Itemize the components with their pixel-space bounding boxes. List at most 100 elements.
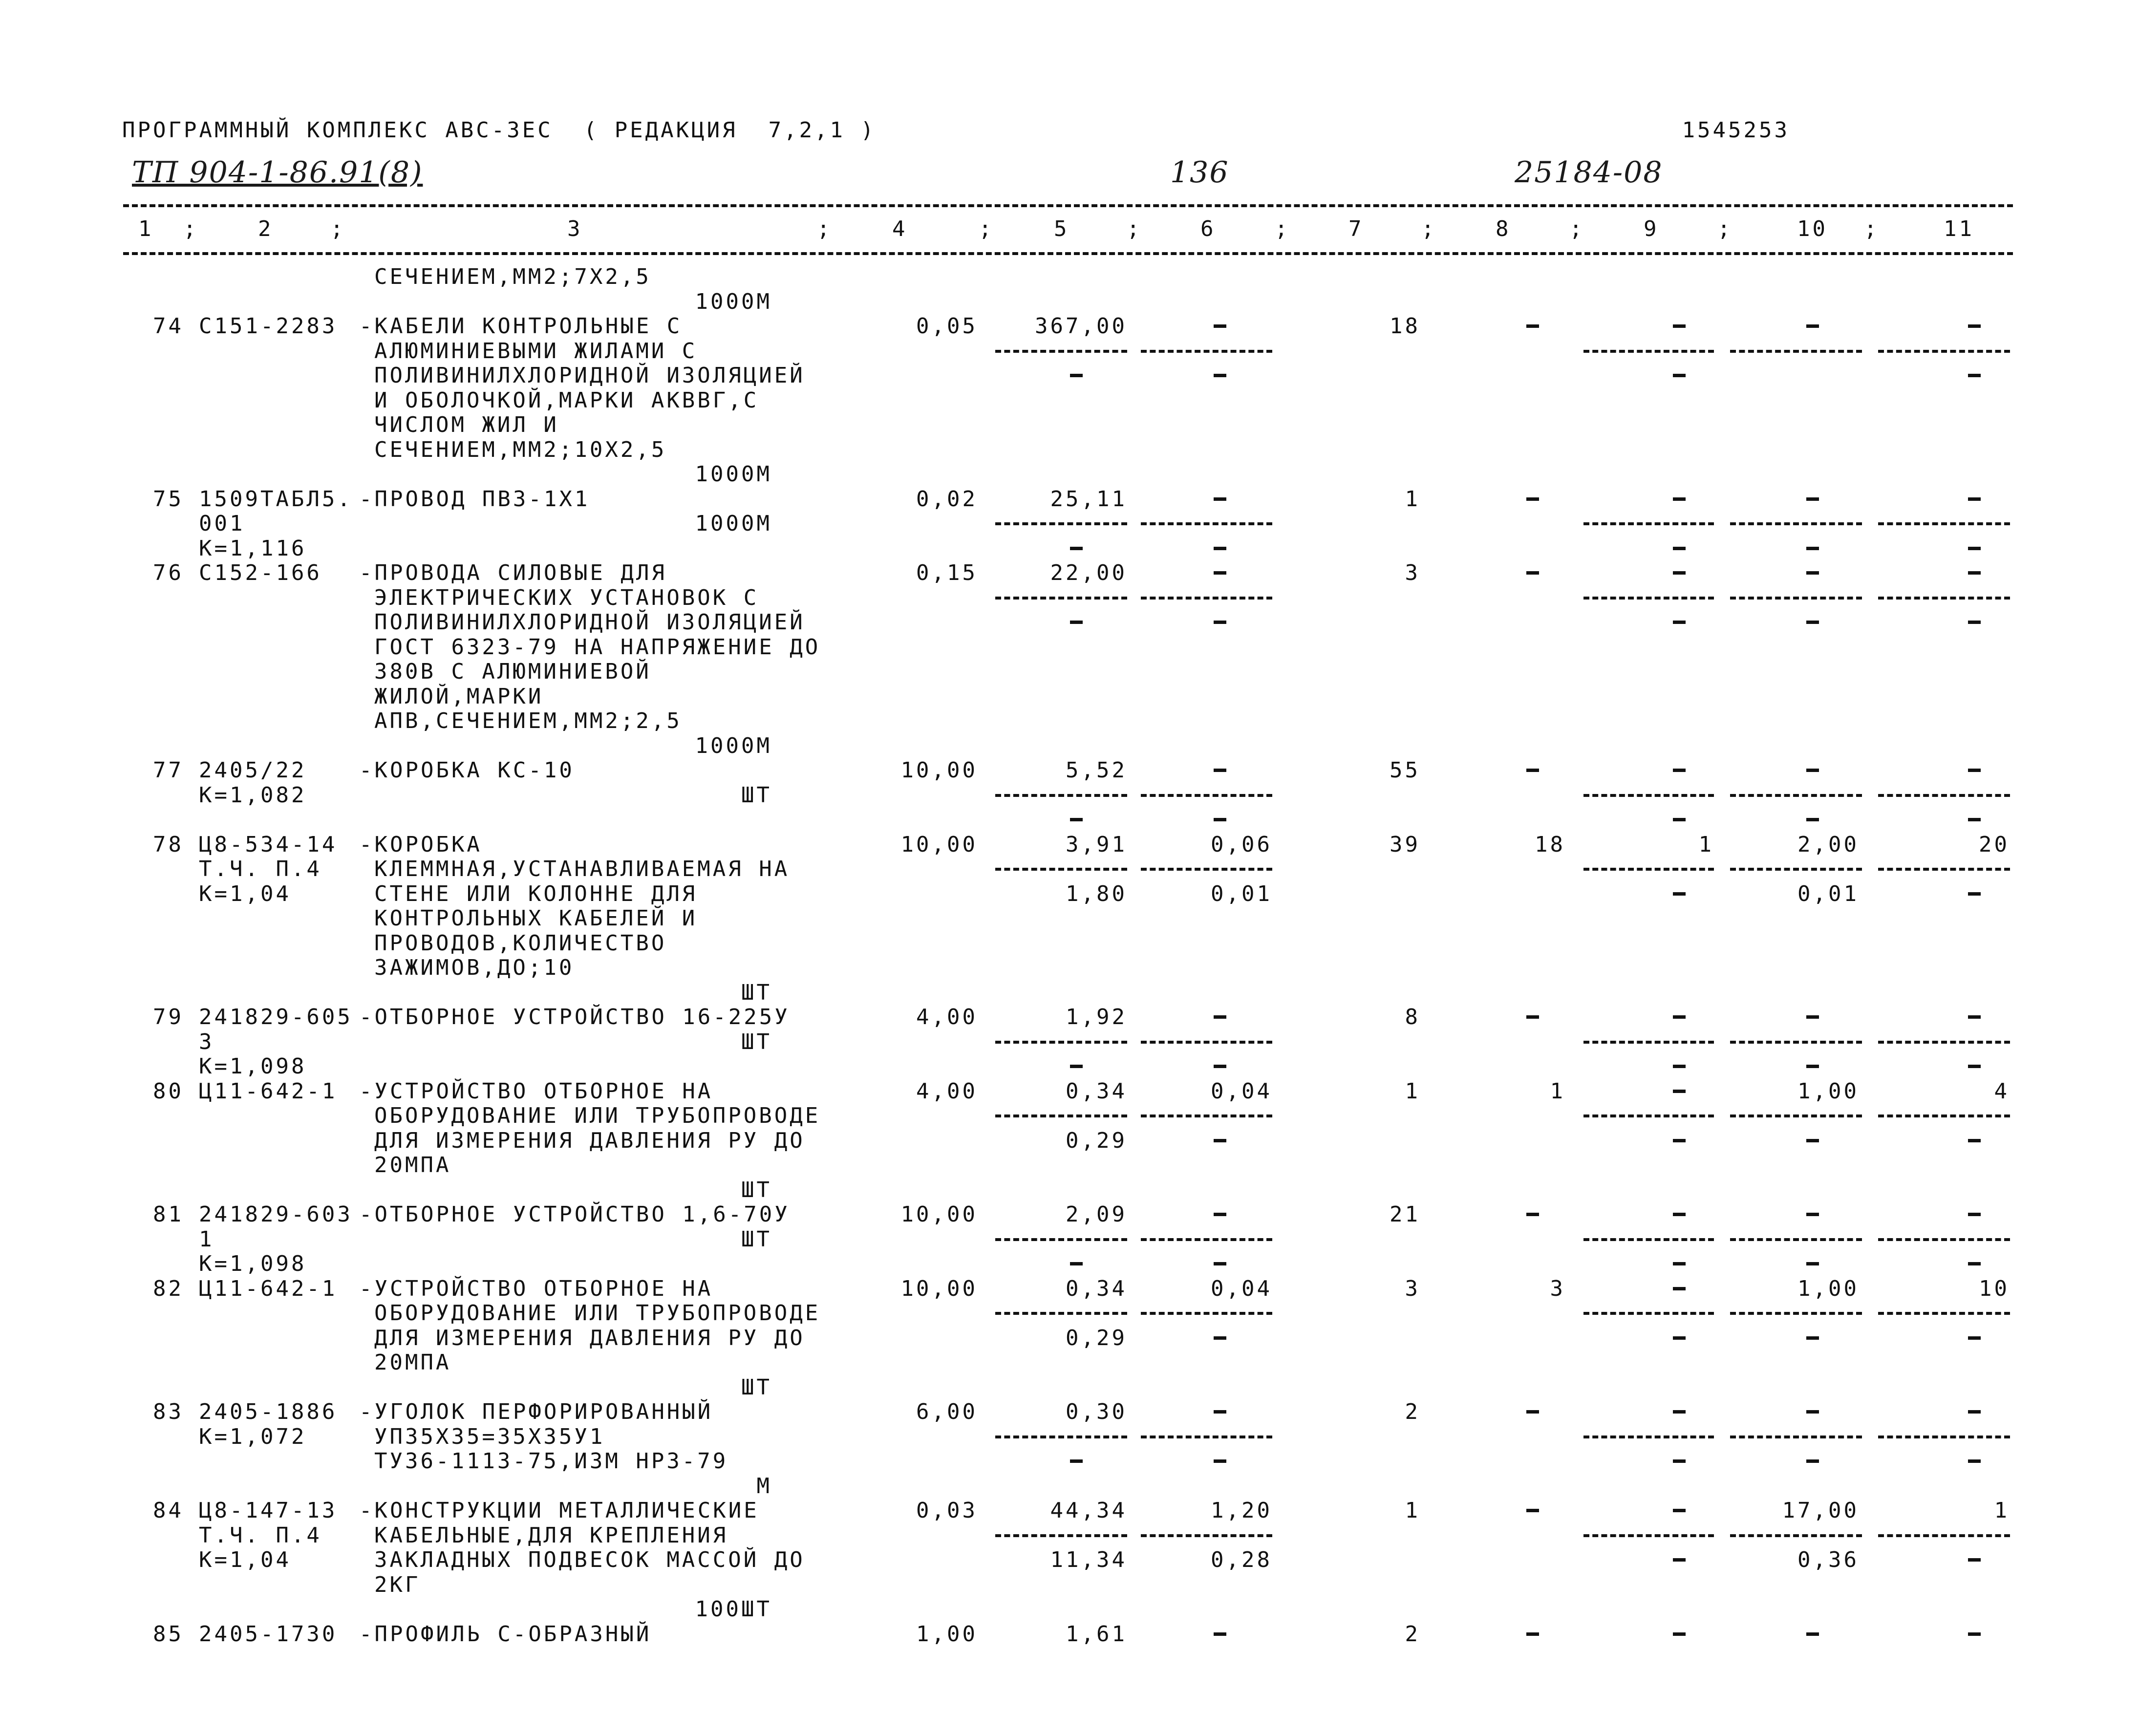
value-c4: 4,00 xyxy=(916,1005,978,1029)
dash-mark xyxy=(1968,1459,1981,1463)
value-c7: 21 xyxy=(1390,1202,1420,1227)
subtotal-separator xyxy=(995,1238,1127,1241)
value-c5: 25,11 xyxy=(1050,486,1127,512)
item-unit: ШТ xyxy=(741,1177,772,1202)
item-code: К=1,116 xyxy=(199,536,307,561)
subtotal-separator xyxy=(1583,1040,1714,1044)
subtotal-separator xyxy=(1878,596,2010,600)
value-c4: 6,00 xyxy=(916,1399,978,1424)
dash-mark xyxy=(1673,1065,1686,1068)
subtotal-separator xyxy=(1141,522,1272,525)
row-number: 81 xyxy=(153,1202,184,1227)
dash-mark xyxy=(1968,374,1981,377)
dash-mark xyxy=(1968,818,1981,821)
value-c11: 10 xyxy=(1979,1276,2010,1301)
item-code: 1509ТАБЛ5. xyxy=(199,486,353,512)
dash-mark xyxy=(1806,1632,1819,1636)
item-code: С151-2283 xyxy=(199,314,338,339)
dash-mark xyxy=(1806,497,1819,501)
subtotal-separator xyxy=(1141,1040,1272,1044)
item-description: ЭЛЕКТРИЧЕСКИХ УСТАНОВОК С xyxy=(374,585,759,610)
item-description: ГОСТ 6323-79 НА НАПРЯЖЕНИЕ ДО xyxy=(374,634,821,660)
value-c4: 0,15 xyxy=(916,560,978,585)
item-description: ЧИСЛОМ ЖИЛ И xyxy=(374,412,559,437)
subtotal-separator xyxy=(1730,793,1862,797)
value-c5: 0,30 xyxy=(1066,1399,1127,1424)
dash-mark xyxy=(1968,571,1981,575)
value-c5: 0,29 xyxy=(1066,1325,1127,1350)
dash-mark xyxy=(1673,1632,1686,1636)
subtotal-separator xyxy=(1730,522,1862,525)
dash-mark xyxy=(1673,818,1686,821)
item-description: ОБОРУДОВАНИЕ ИЛИ ТРУБОПРОВОДЕ xyxy=(374,1103,821,1128)
dash-mark xyxy=(1673,571,1686,575)
dash-mark xyxy=(1214,818,1226,821)
dash-mark xyxy=(1673,324,1686,328)
subtotal-separator xyxy=(1730,868,1862,871)
dash-mark xyxy=(1214,497,1226,501)
dash-mark xyxy=(1526,1213,1539,1216)
subtotal-separator xyxy=(1141,1238,1272,1241)
column-number-6: 6 xyxy=(1200,216,1216,241)
row-number: 77 xyxy=(153,758,184,783)
subtotal-separator xyxy=(1878,1238,2010,1241)
row-number: 85 xyxy=(153,1621,184,1647)
value-c6: 0,28 xyxy=(1211,1547,1272,1572)
subtotal-separator xyxy=(995,1114,1127,1117)
subtotal-separator xyxy=(1878,522,2010,525)
item-code: 3 xyxy=(199,1029,214,1054)
dash-mark xyxy=(1968,324,1981,328)
dash-mark xyxy=(1070,1065,1083,1068)
subtotal-separator xyxy=(995,1435,1127,1438)
dash-mark xyxy=(1214,324,1226,328)
subtotal-separator xyxy=(1583,1435,1714,1438)
subtotal-separator xyxy=(1730,1040,1862,1044)
value-c4: 10,00 xyxy=(900,758,978,783)
subtotal-separator xyxy=(1583,1534,1714,1537)
item-code: Ц11-642-1 xyxy=(199,1276,338,1301)
column-number-8: 8 xyxy=(1496,216,1511,241)
dash-mark xyxy=(1070,621,1083,624)
value-c11: 20 xyxy=(1979,832,2010,857)
subtotal-separator xyxy=(1583,522,1714,525)
column-number-7: 7 xyxy=(1348,216,1364,241)
dash-mark xyxy=(1070,1459,1083,1463)
value-c4: 1,00 xyxy=(916,1621,978,1647)
item-description: ЗАКЛАДНЫХ ПОДВЕСОК МАССОЙ ДО xyxy=(374,1547,805,1572)
value-c5: 3,91 xyxy=(1066,832,1127,857)
subtotal-separator xyxy=(1583,1312,1714,1315)
value-c6: 0,06 xyxy=(1211,832,1272,857)
dash-mark xyxy=(1968,497,1981,501)
value-c5: 11,34 xyxy=(1050,1547,1127,1572)
value-c7: 1 xyxy=(1405,1498,1420,1523)
dash-mark xyxy=(1673,1410,1686,1414)
column-separator: ; xyxy=(979,216,994,241)
item-description: ОБОРУДОВАНИЕ ИЛИ ТРУБОПРОВОДЕ xyxy=(374,1301,821,1326)
subtotal-separator xyxy=(1730,1435,1862,1438)
item-code: Т.Ч. П.4 xyxy=(199,857,322,881)
dash-mark xyxy=(1673,1213,1686,1216)
dash-mark xyxy=(1968,1213,1981,1216)
dash-mark xyxy=(1070,374,1083,377)
item-description: СЕЧЕНИЕМ,ММ2;10Х2,5 xyxy=(374,437,667,462)
item-description: КЛЕММНАЯ,УСТАНАВЛИВАЕМАЯ НА xyxy=(374,857,790,881)
item-unit: 1000М xyxy=(695,511,772,536)
subtotal-separator xyxy=(1878,349,2010,353)
dash-mark xyxy=(1214,1459,1226,1463)
value-c6: 0,04 xyxy=(1211,1078,1272,1104)
item-unit: ШТ xyxy=(741,1374,772,1400)
item-description: ЗАЖИМОВ,ДО;10 xyxy=(374,955,575,980)
column-separator: ; xyxy=(183,216,199,241)
item-code: К=1,072 xyxy=(199,1424,307,1449)
item-unit: 100ШТ xyxy=(695,1597,772,1622)
row-number: 83 xyxy=(153,1399,184,1424)
dash-mark xyxy=(1214,1213,1226,1216)
dash-mark xyxy=(1806,769,1819,772)
item-description: -КОНСТРУКЦИИ МЕТАЛЛИЧЕСКИЕ xyxy=(359,1498,759,1523)
subtotal-separator xyxy=(1730,1238,1862,1241)
value-c6: 0,01 xyxy=(1211,881,1272,906)
dash-mark xyxy=(1214,1138,1226,1142)
dash-mark xyxy=(1673,546,1686,550)
dash-mark xyxy=(1806,1138,1819,1142)
item-description: ПРОВОДОВ,КОЛИЧЕСТВО xyxy=(374,930,667,956)
